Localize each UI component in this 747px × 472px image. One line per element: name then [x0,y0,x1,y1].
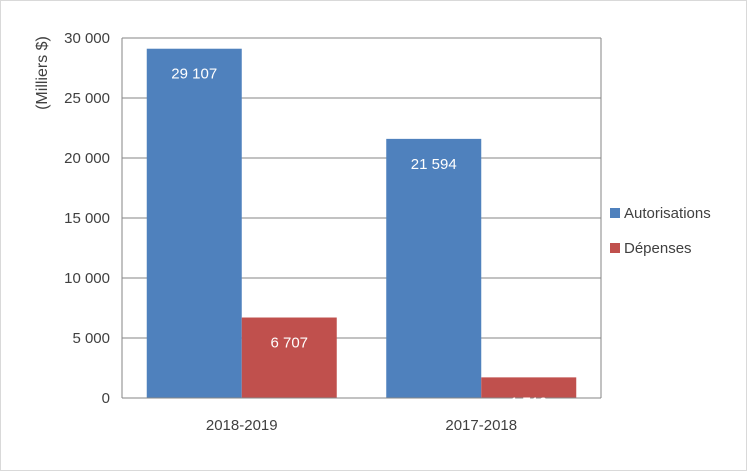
bar-d-penses [481,377,577,398]
bar-d-penses [241,317,337,398]
legend-swatch [610,208,620,218]
bar-autorisations [386,138,482,398]
legend-label: Autorisations [624,205,711,222]
data-label: 21 594 [411,156,457,173]
axes [121,37,602,399]
bar-autorisations [146,48,242,398]
y-tick-label: 5 000 [72,330,110,347]
legend: Autorisations Dépenses [610,205,711,257]
data-label: 1 719 [510,394,548,411]
y-tick-label: 15 000 [64,210,110,227]
y-axis-title: (Milliers $) [34,36,51,110]
x-tick-label: 2018-2019 [206,417,278,434]
y-tick-label: 25 000 [64,90,110,107]
x-tick-label: 2017-2018 [445,417,517,434]
y-tick-label: 30 000 [64,30,110,47]
data-label: 29 107 [171,66,217,83]
y-tick-label: 10 000 [64,270,110,287]
y-tick-label: 20 000 [64,150,110,167]
y-tick-label: 0 [102,390,110,407]
data-labels: 29 107 6 707 21 594 1 719 [171,66,547,412]
y-tick-labels: 0 5 000 10 000 15 000 20 000 25 000 30 000 [64,30,110,407]
data-label: 6 707 [270,335,308,352]
bars [146,48,577,398]
legend-label: Dépenses [624,240,692,257]
legend-swatch [610,243,620,253]
x-tick-labels: 2018-2019 2017-2018 [206,417,517,434]
